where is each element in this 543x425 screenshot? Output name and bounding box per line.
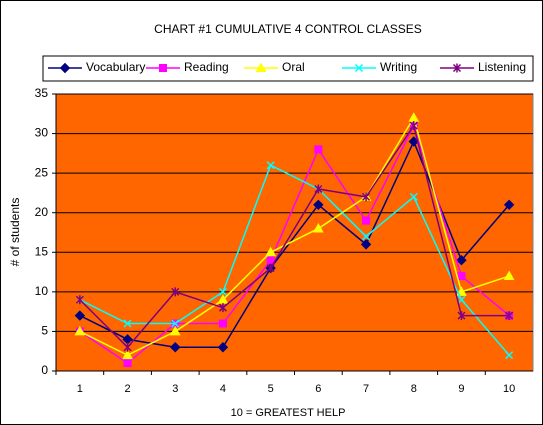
marker [74, 310, 86, 321]
legend-label: Writing [380, 60, 417, 74]
legend-label: Vocabulary [86, 60, 145, 74]
y-tick-label: 15 [35, 244, 49, 258]
marker [505, 351, 514, 360]
y-tick-label: 5 [41, 324, 48, 338]
x-tick-label: 1 [77, 383, 83, 395]
marker [122, 349, 133, 360]
marker [218, 303, 227, 313]
legend-label: Reading [184, 60, 229, 74]
marker [457, 295, 466, 304]
marker [362, 216, 371, 225]
series-line [79, 123, 510, 349]
marker [170, 342, 181, 353]
marker [362, 192, 371, 202]
marker [314, 184, 323, 194]
x-axis-label: 10 = GREATEST HELP [231, 407, 346, 419]
legend-label: Oral [282, 60, 305, 74]
marker [123, 342, 132, 352]
marker [171, 287, 180, 297]
legend-marker [354, 63, 364, 73]
x-tick-label: 10 [503, 383, 515, 395]
series-line [79, 164, 510, 356]
marker [74, 325, 86, 336]
marker [266, 161, 275, 170]
x-tick-label: 9 [458, 383, 464, 395]
marker [505, 311, 514, 321]
x-tick-label: 5 [268, 383, 274, 395]
y-tick-label: 10 [35, 284, 49, 298]
marker [503, 199, 515, 211]
series-line [79, 115, 510, 357]
marker [218, 287, 227, 296]
x-tick-label: 3 [172, 383, 178, 395]
marker [456, 254, 467, 266]
y-tick-label: 0 [41, 363, 48, 377]
y-tick-label: 20 [35, 205, 49, 219]
marker [409, 121, 418, 131]
x-tick-label: 8 [411, 383, 417, 395]
legend-label: Listening [478, 60, 526, 74]
marker [409, 192, 418, 201]
x-tick-label: 6 [315, 383, 321, 395]
marker [313, 199, 324, 211]
marker [171, 319, 180, 328]
marker [457, 272, 466, 281]
marker [360, 239, 372, 250]
y-tick-label: 30 [35, 126, 49, 140]
marker [169, 325, 181, 336]
marker [265, 246, 277, 257]
marker [457, 311, 466, 321]
marker [266, 263, 275, 273]
marker [362, 232, 371, 241]
x-tick-label: 4 [220, 383, 226, 395]
chart-title: CHART #1 CUMULATIVE 4 CONTROL CLASSES [154, 22, 422, 36]
legend-marker [159, 64, 167, 72]
y-axis-label: # of students [8, 198, 22, 267]
x-tick-label: 2 [124, 383, 130, 395]
marker [312, 223, 324, 233]
marker [123, 319, 132, 328]
plot-area [55, 93, 534, 372]
marker [314, 145, 323, 154]
legend-marker [255, 62, 267, 72]
y-tick-label: 25 [35, 165, 49, 179]
marker [123, 359, 132, 368]
marker [503, 270, 515, 281]
marker [217, 342, 229, 353]
marker [75, 295, 84, 305]
x-tick-label: 7 [363, 383, 369, 395]
legend-marker [452, 63, 462, 73]
legend-marker [59, 62, 71, 74]
marker [218, 319, 227, 328]
y-tick-label: 35 [35, 86, 49, 100]
